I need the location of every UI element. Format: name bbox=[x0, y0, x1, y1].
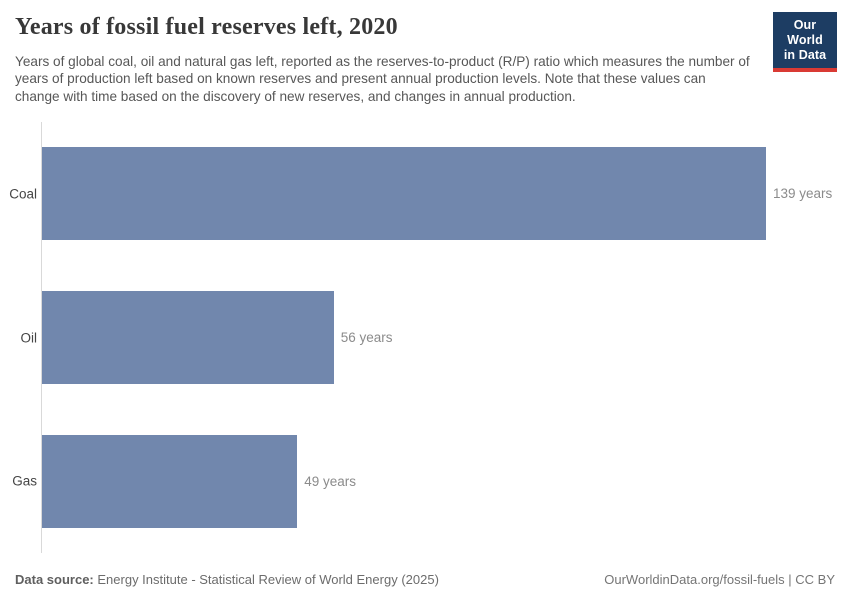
data-source-label: Data source: bbox=[15, 572, 94, 587]
value-label-gas: 49 years bbox=[304, 473, 356, 489]
value-label-coal: 139 years bbox=[773, 186, 833, 202]
owid-logo-line1: Our World bbox=[787, 18, 823, 47]
data-source: Data source: Energy Institute - Statisti… bbox=[15, 572, 439, 587]
bar-oil[interactable] bbox=[42, 291, 334, 384]
attribution: OurWorldinData.org/fossil-fuels | CC BY bbox=[604, 572, 835, 587]
license-label: CC BY bbox=[795, 572, 835, 587]
data-source-text: Energy Institute - Statistical Review of… bbox=[97, 572, 439, 587]
value-label-oil: 56 years bbox=[340, 330, 393, 345]
bar-row: Coal 139 years bbox=[9, 147, 836, 241]
chart-plot: Coal 139 years Oil 56 years Gas 49 years bbox=[9, 122, 836, 553]
category-label-coal: Coal bbox=[9, 186, 37, 202]
bar-gas[interactable] bbox=[42, 434, 298, 528]
bar-coal[interactable] bbox=[42, 147, 766, 241]
category-label-gas: Gas bbox=[12, 473, 37, 489]
owid-logo[interactable]: Our World in Data bbox=[773, 12, 837, 72]
category-label-oil: Oil bbox=[20, 330, 38, 345]
chart-subtitle: Years of global coal, oil and natural ga… bbox=[15, 54, 750, 104]
bar-row: Gas 49 years bbox=[12, 434, 836, 528]
attribution-separator: | bbox=[784, 572, 796, 587]
owid-url-link[interactable]: OurWorldinData.org/fossil-fuels bbox=[604, 572, 785, 587]
bar-row: Oil 56 years bbox=[21, 291, 836, 384]
owid-logo-line2: in Data bbox=[783, 48, 827, 62]
page-title: Years of fossil fuel reserves left, 2020 bbox=[15, 14, 398, 40]
chart-footer: Data source: Energy Institute - Statisti… bbox=[15, 572, 835, 587]
